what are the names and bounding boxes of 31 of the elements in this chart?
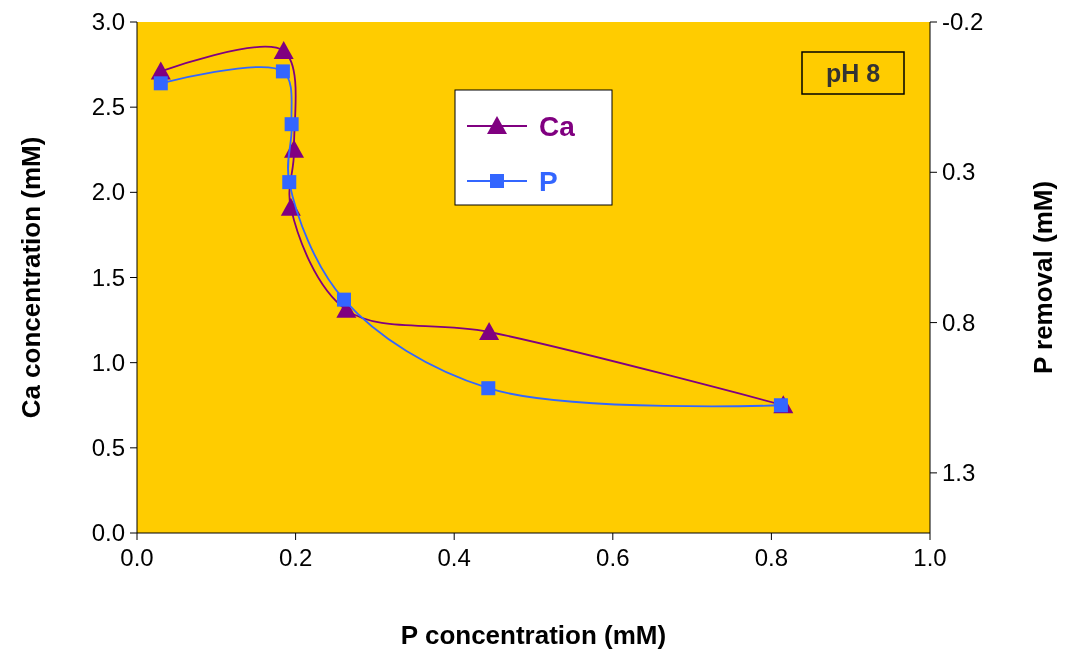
- y-tick-label: 1.5: [91, 263, 125, 291]
- x-tick-label: 1.0: [913, 544, 947, 571]
- point: [479, 322, 500, 341]
- x-tick-label: 0.4: [437, 544, 471, 571]
- y-axis-title: Ca concentration (mM): [16, 136, 46, 419]
- y2-tick-label: 0.3: [942, 158, 976, 186]
- y2-tick-label: -0.2: [942, 8, 984, 35]
- y-tick-label: 2.0: [91, 178, 125, 206]
- y2-tick-label: 1.3: [942, 458, 976, 486]
- legend-label: P: [539, 166, 558, 197]
- x-tick-label: 0.0: [120, 544, 154, 571]
- y-tick-label: 1.0: [91, 348, 125, 376]
- annotation: pH 8: [825, 59, 881, 87]
- legend-label: Ca: [539, 111, 576, 142]
- point: [481, 381, 496, 396]
- y2-axis-title: P removal (mM): [1028, 180, 1058, 375]
- y-tick-label: 0.5: [91, 433, 125, 461]
- point: [282, 175, 297, 190]
- x-tick-label: 0.6: [596, 544, 630, 571]
- x-axis-title: P concentration (mM): [400, 620, 667, 650]
- point: [153, 76, 168, 91]
- y2-tick-label: 0.8: [942, 308, 976, 336]
- x-tick-label: 0.8: [754, 544, 789, 571]
- point: [273, 40, 294, 59]
- y-tick-label: 3.0: [91, 8, 125, 35]
- x-tick-label: 0.2: [278, 544, 313, 571]
- y-tick-label: 2.5: [91, 93, 125, 121]
- point: [275, 64, 290, 79]
- point: [284, 117, 299, 132]
- point: [336, 292, 351, 307]
- y-tick-label: 0.0: [91, 519, 125, 546]
